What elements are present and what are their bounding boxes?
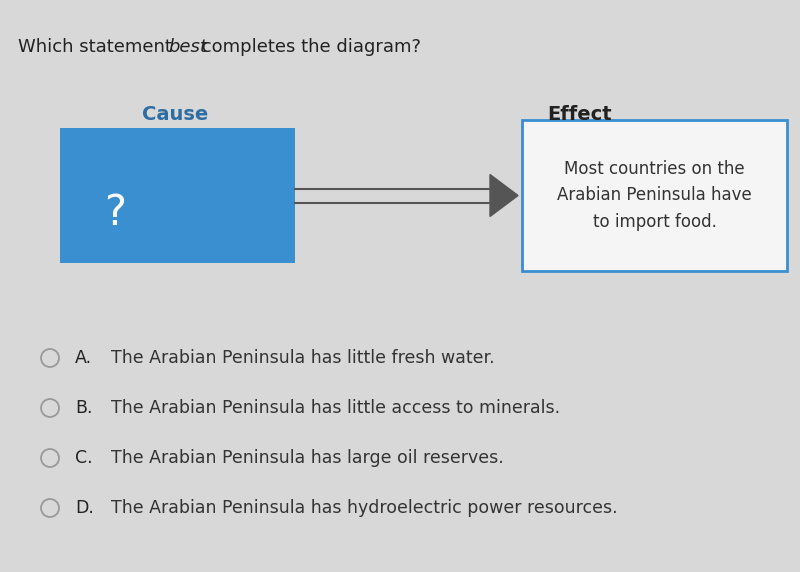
Polygon shape — [490, 174, 518, 216]
Bar — [522, 120, 787, 271]
Text: Which statement: Which statement — [18, 38, 178, 56]
Text: The Arabian Peninsula has large oil reserves.: The Arabian Peninsula has large oil rese… — [100, 449, 504, 467]
Text: D.: D. — [75, 499, 94, 517]
Text: Effect: Effect — [548, 105, 612, 124]
Text: ?: ? — [104, 192, 126, 234]
Text: The Arabian Peninsula has little access to minerals.: The Arabian Peninsula has little access … — [100, 399, 560, 417]
Text: Most countries on the
Arabian Peninsula have
to import food.: Most countries on the Arabian Peninsula … — [557, 160, 752, 231]
Text: A.: A. — [75, 349, 92, 367]
Text: The Arabian Peninsula has little fresh water.: The Arabian Peninsula has little fresh w… — [100, 349, 494, 367]
Text: best: best — [168, 38, 207, 56]
Text: C.: C. — [75, 449, 93, 467]
Text: B.: B. — [75, 399, 93, 417]
Bar — [60, 128, 295, 263]
Text: Cause: Cause — [142, 105, 208, 124]
Text: The Arabian Peninsula has hydroelectric power resources.: The Arabian Peninsula has hydroelectric … — [100, 499, 618, 517]
Text: completes the diagram?: completes the diagram? — [196, 38, 421, 56]
